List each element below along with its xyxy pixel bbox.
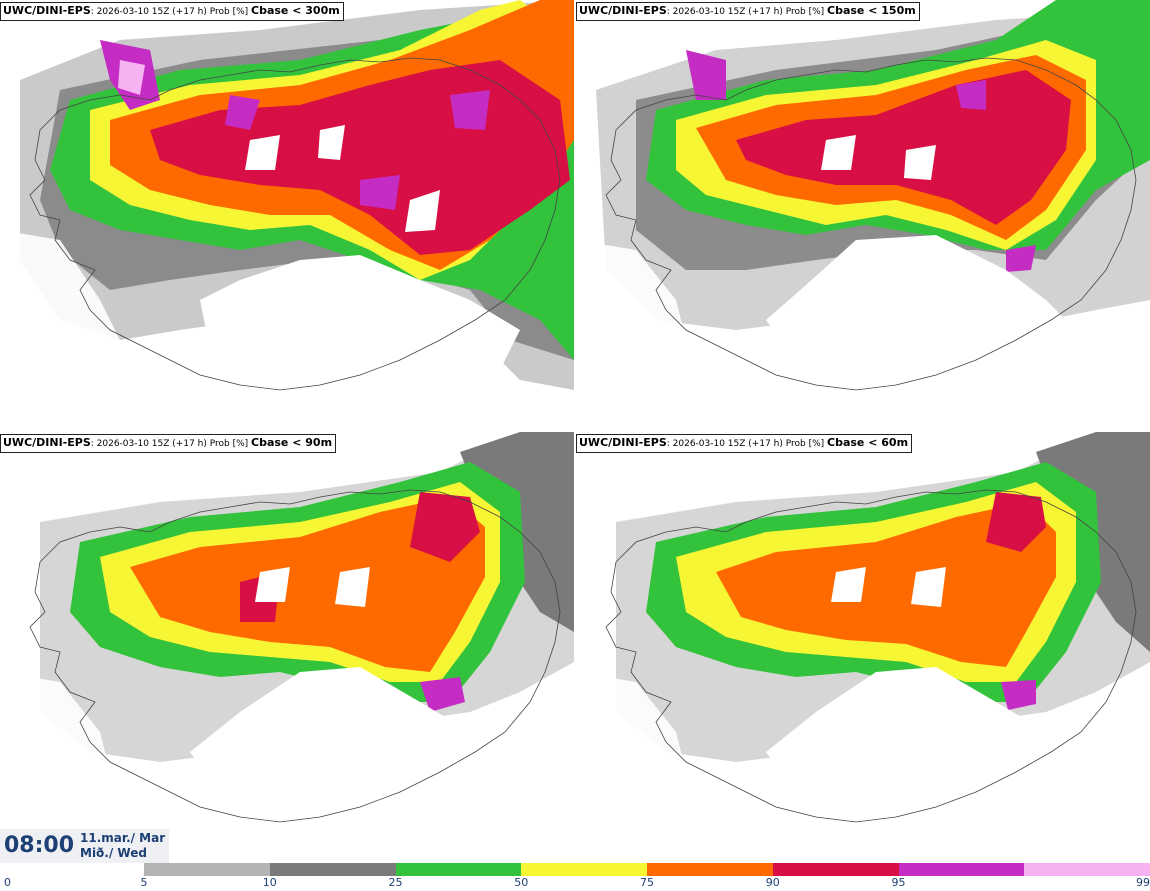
colorbar-tick-label: 10 [262,876,277,889]
map-panel-cbase-300: UWC/DINI-EPS: 2026-03-10 15Z (+17 h) Pro… [0,0,574,430]
threshold-label: Cbase < 60m [827,436,909,449]
colorbar-segment [647,863,773,876]
map-panel-cbase-150: UWC/DINI-EPS: 2026-03-10 15Z (+17 h) Pro… [576,0,1150,430]
panel-title: UWC/DINI-EPS: 2026-03-10 15Z (+17 h) Pro… [576,434,913,453]
threshold-label: Cbase < 150m [827,4,916,17]
colorbar-segment [395,863,522,876]
map-panel-cbase-60: UWC/DINI-EPS: 2026-03-10 15Z (+17 h) Pro… [576,432,1150,862]
probability-map [0,432,574,827]
panel-title: UWC/DINI-EPS: 2026-03-10 15Z (+17 h) Pro… [0,434,337,453]
colorbar-tick-label: 25 [388,876,403,889]
colorbar-tick-label: 95 [891,876,906,889]
valid-time-box: 08:00 11.mar./ Mar Mið./ Wed [0,829,169,863]
colorbar-tick-label: 5 [140,876,148,889]
colorbar-tick-label: 0 [4,876,11,889]
run-meta: : 2026-03-10 15Z (+17 h) Prob [%] [90,439,252,449]
colorbar-tick-label: 99 [1136,876,1150,889]
model-name: UWC/DINI-EPS [3,4,91,17]
valid-date-line2: Mið./ Wed [80,846,147,860]
colorbar-tick-label: 90 [765,876,780,889]
colorbar-segment [772,863,899,876]
colorbar-segment [269,863,396,876]
valid-time: 08:00 [4,833,75,858]
threshold-label: Cbase < 300m [251,4,340,17]
probability-colorbar [144,863,1150,876]
panel-title: UWC/DINI-EPS: 2026-03-10 15Z (+17 h) Pro… [0,2,344,21]
colorbar-segment [521,863,647,876]
panel-title: UWC/DINI-EPS: 2026-03-10 15Z (+17 h) Pro… [576,2,920,21]
colorbar-tick-label: 50 [514,876,529,889]
threshold-label: Cbase < 90m [251,436,333,449]
model-name: UWC/DINI-EPS [579,4,667,17]
colorbar-tick-label: 75 [640,876,654,889]
probability-map [0,0,574,395]
run-meta: : 2026-03-10 15Z (+17 h) Prob [%] [90,7,252,17]
colorbar-segment [1024,863,1150,876]
probability-map [576,0,1150,395]
probability-map [576,432,1150,827]
model-name: UWC/DINI-EPS [579,436,667,449]
valid-date-line1: 11.mar./ Mar [80,831,166,845]
model-name: UWC/DINI-EPS [3,436,91,449]
run-meta: : 2026-03-10 15Z (+17 h) Prob [%] [666,439,828,449]
colorbar-segment [144,863,270,876]
map-panel-cbase-90: UWC/DINI-EPS: 2026-03-10 15Z (+17 h) Pro… [0,432,574,862]
colorbar-segment [898,863,1025,876]
run-meta: : 2026-03-10 15Z (+17 h) Prob [%] [666,7,828,17]
